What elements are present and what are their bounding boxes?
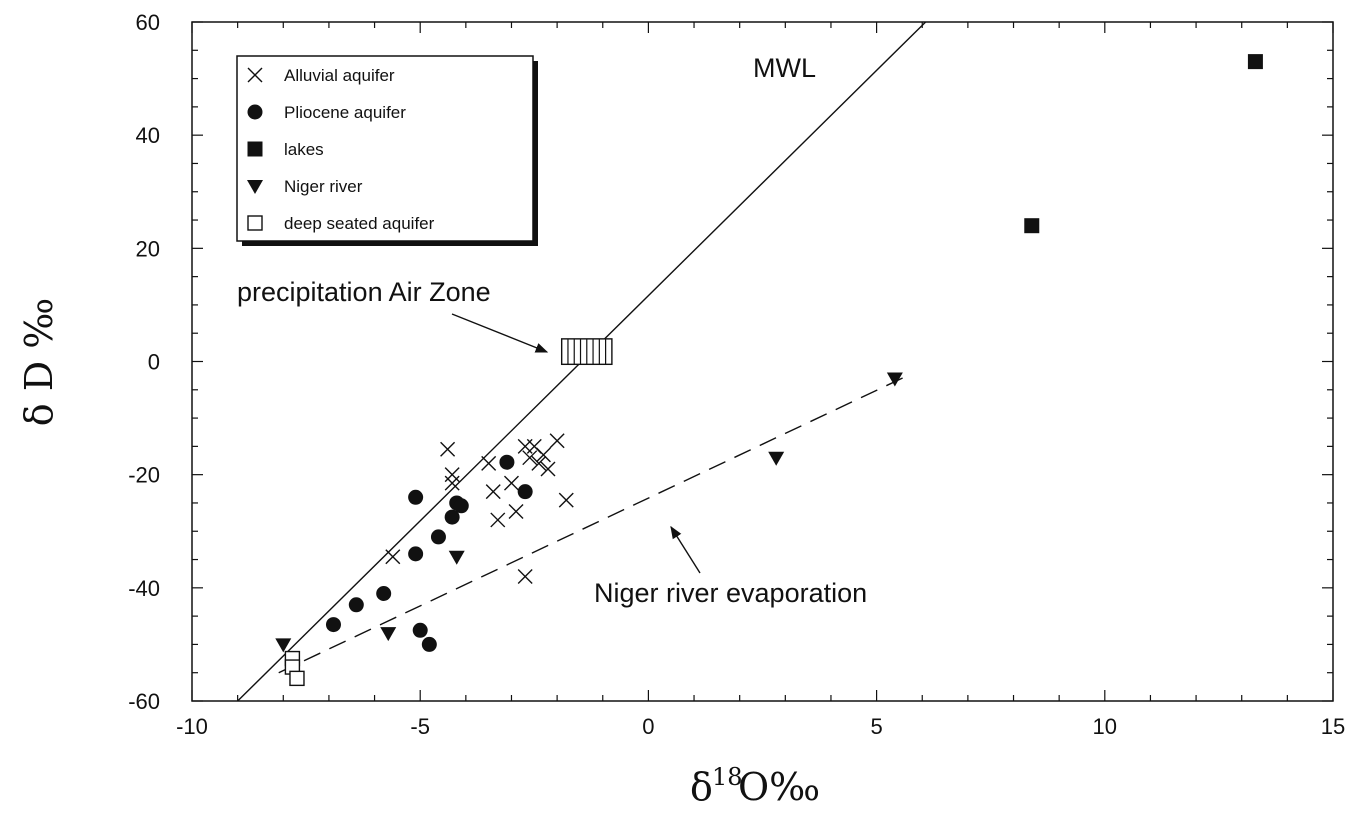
- tick-marks: [191, 21, 1334, 702]
- niger-river-point: [886, 372, 903, 387]
- x-tick-label: 0: [642, 714, 654, 739]
- x-tick-label: -5: [410, 714, 430, 739]
- alluvial-point: [385, 549, 401, 565]
- pliocene-point: [408, 489, 424, 505]
- legend-box: [236, 55, 534, 242]
- legend-marker: [247, 180, 263, 194]
- pliocene-point: [412, 622, 428, 638]
- precipitation-zone: [560, 338, 613, 366]
- alluvial-point: [485, 484, 501, 500]
- mwl-label: MWL: [753, 53, 816, 83]
- data-points: [275, 54, 1263, 687]
- alluvial-point: [531, 455, 547, 471]
- y-tick-label: -20: [128, 463, 160, 488]
- alluvial-point: [517, 569, 533, 585]
- y-tick-label: -60: [128, 689, 160, 714]
- alluvial-point: [549, 433, 565, 449]
- evaporation-arrow: [670, 525, 701, 574]
- y-tick-label: 60: [136, 10, 160, 35]
- lake-point: [1247, 54, 1263, 70]
- tick-labels: -10 -5 0 5 10 15 -60 -40 -20 0 20 40 60: [128, 10, 1345, 739]
- alluvial-point: [490, 512, 506, 528]
- pliocene-point: [421, 636, 437, 652]
- air-zone-label: precipitation Air Zone: [237, 277, 491, 307]
- legend-label: deep seated aquifer: [284, 214, 435, 233]
- y-tick-label: 0: [148, 350, 160, 375]
- evaporation-line: [278, 376, 905, 674]
- legend-marker: [247, 67, 263, 83]
- alluvial-point: [535, 447, 551, 463]
- deep-aquifer-point: [289, 670, 305, 687]
- alluvial-point: [444, 467, 460, 483]
- y-tick-label: 20: [136, 236, 160, 261]
- x-axis-title-suffix: O‰: [738, 765, 820, 809]
- legend-label: Pliocene aquifer: [284, 103, 406, 122]
- y-tick-label: -40: [128, 576, 160, 601]
- x-tick-label: 15: [1321, 714, 1345, 739]
- alluvial-point: [508, 503, 524, 519]
- legend-label: Niger river: [284, 177, 363, 196]
- legend-label: lakes: [284, 140, 324, 159]
- lake-point: [1024, 218, 1040, 234]
- y-tick-label: 40: [136, 123, 160, 148]
- pliocene-point: [430, 529, 446, 545]
- legend-marker: [247, 215, 263, 231]
- alluvial-point: [522, 450, 538, 466]
- pliocene-point: [348, 597, 364, 613]
- pliocene-point: [376, 585, 392, 601]
- x-tick-label: -10: [176, 714, 208, 739]
- alluvial-point: [440, 441, 456, 457]
- alluvial-point: [444, 475, 460, 491]
- pliocene-point: [408, 546, 424, 562]
- niger-river-point: [768, 451, 785, 466]
- x-axis-title-sup: 18: [712, 763, 743, 791]
- alluvial-point: [558, 492, 574, 508]
- legend-marker: [247, 141, 263, 157]
- x-tick-label: 10: [1093, 714, 1117, 739]
- niger-river-point: [380, 627, 397, 642]
- pliocene-point: [444, 509, 460, 525]
- legend-marker: [247, 104, 263, 120]
- evaporation-label: Niger river evaporation: [594, 578, 867, 608]
- niger-river-point: [448, 550, 465, 565]
- x-tick-label: 5: [870, 714, 882, 739]
- x-axis-title: δ 18 O‰: [690, 763, 820, 809]
- pliocene-point: [517, 484, 533, 500]
- pliocene-point: [499, 454, 515, 470]
- alluvial-point: [540, 461, 556, 477]
- legend-label: Alluvial aquifer: [284, 66, 395, 85]
- x-axis-title-prefix: δ: [690, 765, 713, 809]
- legend: Alluvial aquifer Pliocene aquifer lakes Nig…: [236, 55, 538, 246]
- niger-river-point: [275, 638, 292, 653]
- air-zone-arrow: [451, 313, 549, 353]
- alluvial-point: [503, 475, 519, 491]
- y-axis-title: δ D ‰: [17, 298, 61, 427]
- alluvial-point: [481, 455, 497, 471]
- pliocene-point: [325, 617, 341, 633]
- pliocene-point: [453, 498, 469, 514]
